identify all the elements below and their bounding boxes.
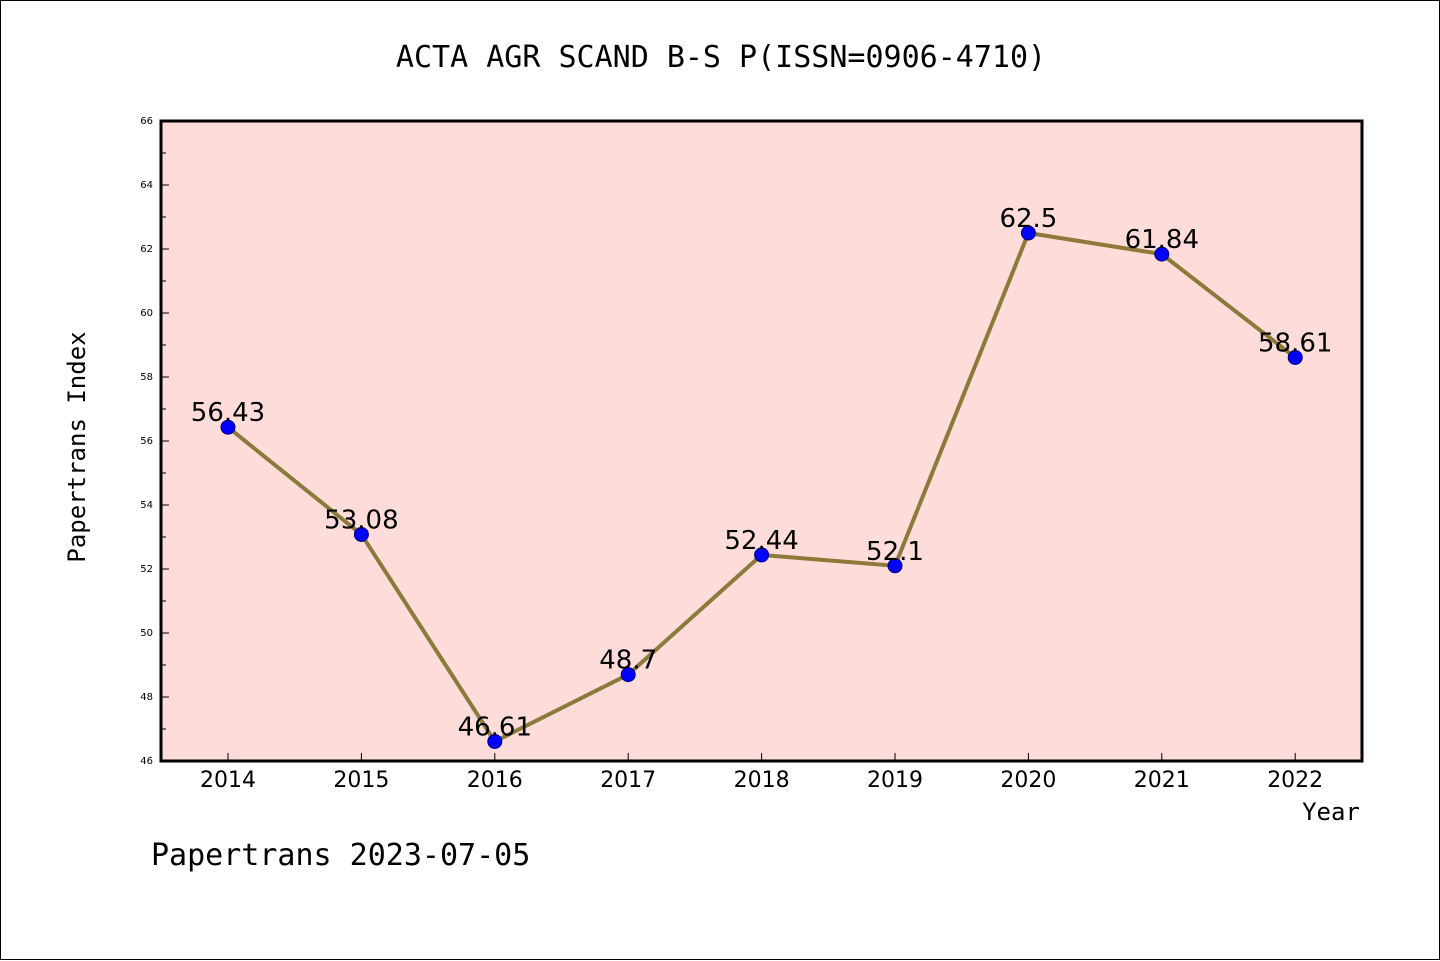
data-label: 61.84 [1125, 225, 1199, 255]
data-point-marker [1287, 349, 1303, 365]
data-point-marker [353, 526, 369, 542]
data-label: 52.1 [866, 537, 924, 567]
y-tick-label: 48 [140, 692, 153, 703]
footer-text: Papertrans 2023-07-05 [151, 838, 530, 873]
data-point-marker [620, 667, 636, 683]
y-tick-label: 46 [140, 756, 153, 767]
data-label: 48.7 [599, 646, 657, 676]
x-tick-label: 2020 [1000, 768, 1056, 793]
data-point-marker [1154, 246, 1170, 262]
y-axis: 46 48 50 52 54 56 58 60 62 64 66 [140, 116, 169, 767]
x-tick-label: 2021 [1134, 768, 1190, 793]
data-point-marker [887, 558, 903, 574]
data-point-marker [754, 547, 770, 563]
x-axis-label: Year [1302, 798, 1360, 826]
chart-title: ACTA AGR SCAND B-S P(ISSN=0906-4710) [396, 40, 1046, 75]
data-label: 62.5 [999, 204, 1057, 234]
y-tick-label: 54 [140, 500, 153, 511]
data-label: 56.43 [191, 398, 265, 428]
data-point-marker [1020, 225, 1036, 241]
y-tick-label: 60 [140, 308, 153, 319]
x-tick-label: 2015 [333, 768, 389, 793]
x-tick-label: 2017 [600, 768, 656, 793]
x-tick-label: 2018 [734, 768, 790, 793]
data-labels: 56.43 53.08 46.61 48.7 52.44 52.1 62.5 61.84 58.… [191, 204, 1333, 742]
data-point-marker [220, 419, 236, 435]
series-line-group [220, 225, 1303, 749]
data-label: 46.61 [458, 712, 532, 742]
y-axis-label: Papertrans Index [63, 331, 91, 562]
y-tick-label: 58 [140, 372, 153, 383]
data-label: 52.44 [724, 526, 798, 556]
data-point-marker [487, 733, 503, 749]
x-tick-label: 2019 [867, 768, 923, 793]
plot-area [159, 119, 1364, 763]
y-tick-label: 56 [140, 436, 153, 447]
data-label: 58.61 [1258, 328, 1332, 358]
x-tick-label: 2022 [1267, 768, 1323, 793]
y-tick-label: 52 [140, 564, 153, 575]
x-tick-label: 2014 [200, 768, 256, 793]
y-tick-label: 66 [140, 116, 153, 127]
x-tick-label: 2016 [467, 768, 523, 793]
y-tick-label: 62 [140, 244, 153, 255]
data-label: 53.08 [324, 505, 398, 535]
y-tick-label: 64 [140, 180, 153, 191]
x-axis: 2014 2015 2016 2017 2018 2019 2020 2021 2022 [200, 753, 1323, 793]
y-tick-label: 50 [140, 628, 153, 639]
